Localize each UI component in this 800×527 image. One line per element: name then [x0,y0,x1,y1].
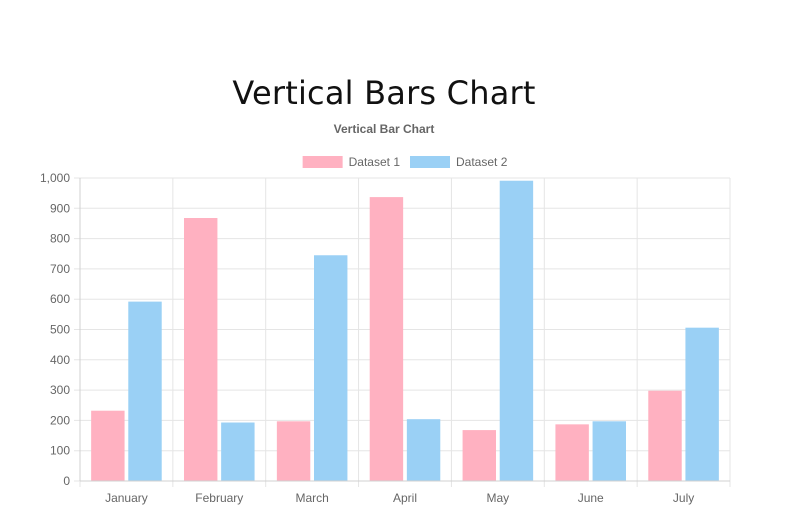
y-tick-label: 200 [50,413,70,427]
x-tick-label: May [487,491,510,505]
bar-dataset-2-april[interactable] [406,419,441,481]
bar-dataset-1-february[interactable] [184,217,218,481]
y-tick-label: 700 [50,262,70,276]
x-tick-label: March [295,491,328,505]
y-tick-label: 400 [50,353,70,367]
y-tick-label: 900 [50,201,70,215]
legend-label[interactable]: Dataset 1 [349,155,401,169]
y-tick-label: 1,000 [40,171,70,185]
chart-title: Vertical Bar Chart [334,122,435,136]
x-tick-label: July [673,491,694,505]
bar-dataset-2-july[interactable] [685,327,719,481]
bar-dataset-1-may[interactable] [462,430,496,481]
bar-dataset-1-april[interactable] [369,197,404,482]
y-tick-label: 500 [50,323,70,337]
y-tick-label: 0 [63,474,70,488]
x-tick-label: February [195,491,243,505]
legend-swatch[interactable] [410,156,450,168]
x-axis-tick-labels: January February March April May June July [105,491,694,505]
x-tick-label: April [393,491,417,505]
y-tick-label: 300 [50,383,70,397]
bar-dataset-1-june[interactable] [555,424,589,481]
chart-bars [91,180,719,482]
bar-dataset-1-march[interactable] [276,421,311,481]
y-tick-label: 600 [50,292,70,306]
chart-axes [79,178,730,482]
bar-dataset-2-may[interactable] [499,180,534,482]
bar-dataset-2-march[interactable] [314,255,348,481]
x-tick-label: January [105,491,148,505]
y-axis-tick-labels: 0 100 200 300 400 500 600 700 800 900 1,000 [40,171,70,488]
chart-legend: Dataset 1 Dataset 2 [302,155,508,169]
bar-dataset-2-june[interactable] [592,421,626,481]
bar-dataset-2-february[interactable] [221,422,255,481]
bar-dataset-1-january[interactable] [91,410,125,481]
y-tick-label: 100 [50,444,70,458]
y-tick-label: 800 [50,232,70,246]
legend-swatch[interactable] [302,156,343,168]
bar-dataset-1-july[interactable] [648,390,682,481]
page-title: Vertical Bars Chart [232,74,536,112]
bar-dataset-2-january[interactable] [128,301,162,481]
legend-label[interactable]: Dataset 2 [456,155,508,169]
x-tick-label: June [578,491,604,505]
